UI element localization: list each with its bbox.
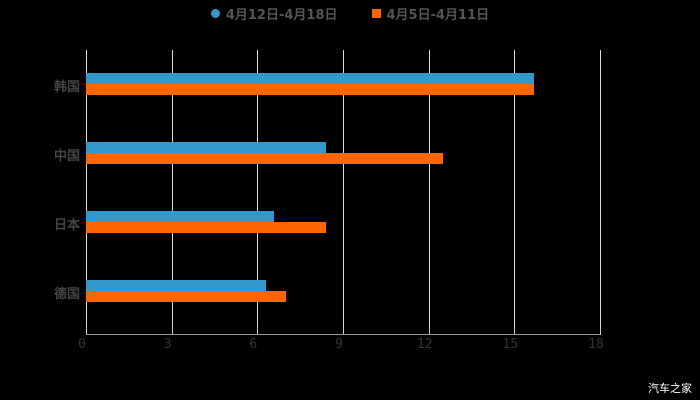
legend-item-series-2[interactable]: 4月5日-4月11日 [371, 4, 490, 23]
axis-tick [86, 327, 87, 335]
bar-2[interactable] [86, 222, 326, 233]
x-tick-label: 12 [416, 337, 433, 352]
axis-tick [171, 327, 173, 335]
axis-tick [428, 327, 430, 335]
gridline [86, 50, 87, 327]
axis-tick [343, 327, 344, 335]
x-tick-label: 9 [335, 337, 343, 352]
gridline [343, 50, 344, 327]
bar-2[interactable] [86, 84, 535, 95]
legend-item-series-1[interactable]: 4月12日-4月18日 [210, 4, 338, 23]
bar-2[interactable] [86, 153, 443, 164]
gridline [514, 50, 516, 327]
watermark: 汽车之家 [648, 382, 692, 395]
legend: 4月12日-4月18日 4月5日-4月11日 [0, 4, 700, 23]
x-tick-label: 6 [249, 337, 258, 352]
x-axis [86, 334, 600, 335]
gridline [428, 50, 430, 327]
bar-2[interactable] [86, 291, 286, 302]
y-category-label: 日本 [53, 218, 80, 233]
axis-tick [600, 327, 601, 335]
axis-tick [514, 327, 516, 335]
legend-label: 4月12日-4月18日 [225, 8, 338, 23]
circle-icon [210, 9, 220, 18]
square-icon [371, 9, 381, 18]
y-category-label: 韩国 [53, 80, 80, 95]
bar-1[interactable] [86, 142, 326, 153]
legend-label: 4月5日-4月11日 [386, 8, 490, 23]
gridline [171, 50, 173, 327]
gridline [257, 50, 259, 327]
x-tick-label: 3 [163, 337, 172, 352]
bar-1[interactable] [86, 211, 275, 222]
gridline [600, 50, 601, 327]
bar-1[interactable] [86, 280, 266, 291]
x-tick-label: 15 [502, 337, 519, 352]
x-tick-label: 0 [78, 337, 86, 352]
x-tick-label: 18 [588, 337, 604, 352]
axis-tick [257, 327, 259, 335]
bar-1[interactable] [86, 73, 535, 84]
y-category-label: 中国 [53, 149, 80, 164]
y-category-label: 德国 [53, 287, 80, 302]
